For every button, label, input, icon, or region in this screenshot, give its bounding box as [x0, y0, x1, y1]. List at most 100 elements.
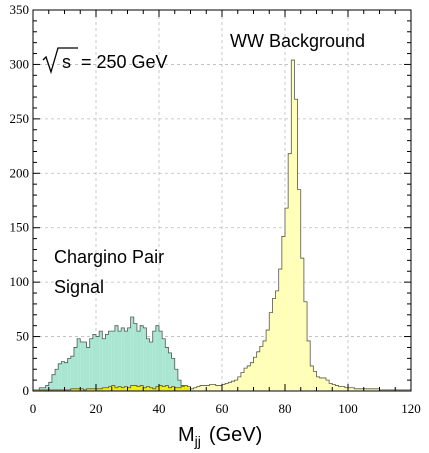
background-bar — [354, 388, 358, 391]
signal-bar — [146, 338, 150, 391]
background-low-bar — [67, 389, 71, 391]
signal-bar — [89, 338, 93, 391]
background-low-bar — [133, 385, 137, 391]
signal-bar — [61, 361, 65, 391]
background-bar — [256, 351, 260, 391]
background-bar — [332, 384, 336, 391]
signal-bar — [168, 352, 172, 391]
x-tick-label: 120 — [401, 401, 421, 416]
sqrt-symbol — [42, 47, 78, 75]
energy-annotation: s = 250 GeV — [42, 47, 168, 75]
background-bar — [322, 377, 326, 391]
signal-bar — [111, 331, 115, 391]
background-low-bar — [48, 389, 52, 391]
background-low-bar — [83, 389, 87, 391]
signal-bar — [55, 369, 59, 391]
background-low-bar — [143, 387, 147, 391]
background-low-bar — [39, 389, 43, 391]
signal-bar — [96, 336, 100, 391]
background-bar — [348, 387, 352, 391]
background-bar — [344, 387, 348, 391]
background-low-bar — [36, 389, 40, 391]
background-bar — [247, 365, 251, 391]
signal-bar — [80, 342, 84, 391]
y-tick-label: 200 — [10, 165, 30, 180]
signal-bar — [70, 356, 74, 391]
background-bar — [193, 387, 197, 391]
background-bar — [272, 298, 276, 391]
background-low-bar — [73, 388, 78, 391]
background-low-bar — [165, 385, 169, 391]
signal-bar — [48, 382, 52, 391]
background-low-bar — [92, 388, 96, 391]
background-bar — [228, 382, 232, 391]
background-low-bar — [89, 388, 93, 391]
signal-bar — [92, 334, 96, 391]
signal-bar — [67, 358, 71, 391]
signal-bar — [159, 331, 163, 391]
background-low-bar — [171, 386, 175, 391]
signal-bar — [114, 325, 119, 391]
background-bar — [294, 99, 298, 392]
signal-bar — [174, 369, 178, 391]
background-low-bar — [70, 388, 74, 391]
background-low-bar — [124, 386, 128, 391]
background-bar — [401, 389, 405, 391]
background-low-bar — [64, 389, 68, 391]
background-low-bar — [51, 389, 56, 391]
signal-bar — [149, 342, 153, 391]
background-low-bar — [55, 389, 59, 391]
background-bar — [240, 372, 245, 391]
x-axis-title-unit: (GeV) — [209, 424, 262, 446]
background-bar — [351, 387, 355, 391]
x-tick-label: 40 — [153, 401, 166, 416]
x-axis-title-subscript: jj — [194, 433, 201, 449]
background-bar — [407, 389, 411, 391]
signal-bar — [127, 327, 131, 391]
background-low-bar — [80, 388, 84, 391]
background-bar — [285, 208, 289, 391]
background-bar — [319, 377, 323, 391]
background-bar — [382, 389, 386, 391]
background-low-bar — [168, 387, 172, 391]
background-bar — [388, 389, 393, 391]
background-low-bar — [155, 386, 159, 391]
background-label: WW Background — [230, 31, 365, 51]
background-bar — [303, 301, 308, 391]
background-bar — [385, 389, 389, 391]
background-bar — [259, 346, 263, 391]
signal-bar — [42, 387, 46, 391]
background-bar — [373, 388, 377, 391]
x-tick-label: 100 — [338, 401, 358, 416]
background-low-bar — [42, 389, 46, 391]
signal-bar — [58, 363, 62, 391]
x-tick-label: 0 — [30, 401, 37, 416]
background-bar — [376, 388, 380, 391]
x-tick-label: 80 — [279, 401, 292, 416]
background-bar — [398, 389, 402, 391]
signal-bar — [133, 323, 137, 391]
background-bar — [209, 384, 213, 391]
signal-bar — [83, 342, 87, 391]
y-tick-label: 100 — [10, 274, 30, 289]
background-low-bar — [152, 388, 156, 391]
background-bar — [190, 388, 194, 391]
background-bar — [338, 386, 342, 391]
signal-bar — [143, 327, 147, 391]
background-low-bar — [159, 385, 163, 391]
signal-bar — [165, 347, 169, 391]
signal-bar — [45, 385, 49, 391]
signal-bar — [124, 331, 128, 391]
background-bar — [288, 153, 292, 391]
energy-value: = 250 GeV — [81, 52, 168, 72]
background-low-bar — [33, 389, 37, 391]
y-tick-label: 300 — [10, 56, 30, 71]
background-low-bar — [102, 387, 106, 391]
background-bar — [203, 385, 207, 391]
background-bar — [244, 368, 248, 391]
signal-label-line1: Chargino Pair — [54, 247, 164, 267]
background-low-bar — [111, 385, 115, 391]
signal-bar — [118, 331, 122, 391]
background-bar — [237, 376, 241, 391]
background-bar — [206, 385, 210, 391]
